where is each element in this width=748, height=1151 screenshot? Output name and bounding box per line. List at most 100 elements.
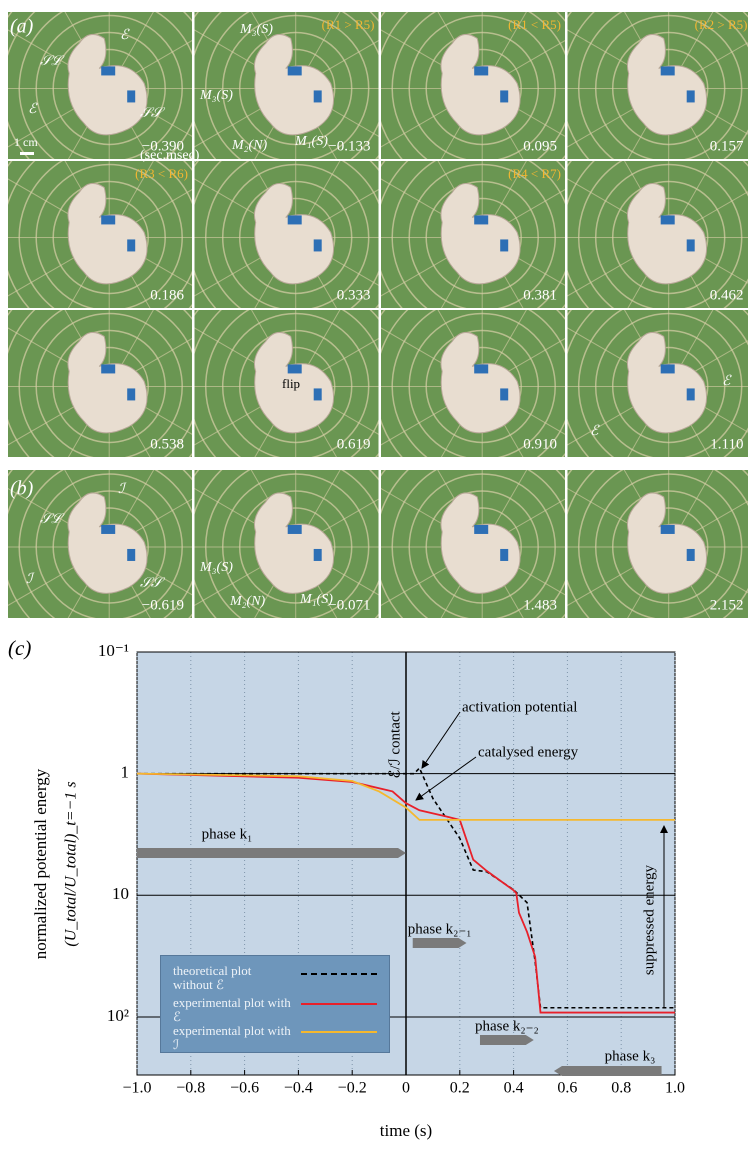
panel-label: (b) <box>10 478 34 500</box>
timestamp: −0.133 <box>328 138 370 154</box>
x-tick-label: −0.2 <box>338 1080 367 1097</box>
magnet <box>500 388 509 401</box>
magnet <box>474 524 489 534</box>
legend: theoretical plot without ℰ experimental … <box>160 955 390 1053</box>
photo: −0.071 <box>194 470 379 618</box>
photo-label: ℰ <box>120 28 130 43</box>
photo: 0.381 (R4 < R7) <box>381 161 565 308</box>
series-line <box>136 772 675 821</box>
magnet <box>474 215 489 225</box>
timestamp: 0.619 <box>337 436 371 452</box>
magnet <box>500 239 509 252</box>
photo: −0.619 <box>8 470 192 618</box>
scale-bar <box>20 152 34 155</box>
spoke <box>108 470 155 548</box>
magnet <box>127 90 136 103</box>
spoke <box>108 338 192 387</box>
magnet <box>313 90 322 103</box>
photo: 2.152 <box>567 470 748 618</box>
photo-panels: −0.390 −0.133 (R1 > R5) 0.095 (R1 < R5) 0.157… <box>8 12 748 618</box>
spoke <box>668 340 748 387</box>
photo-label: flip <box>282 376 300 391</box>
x-tick-label: 1.0 <box>665 1080 685 1097</box>
magnet <box>313 239 322 252</box>
condition-note: (R3 < R6) <box>135 166 188 181</box>
spoke <box>481 310 527 387</box>
legend-swatch <box>301 973 377 975</box>
timestamp: 0.538 <box>150 436 184 452</box>
magnet <box>287 215 302 225</box>
photo-label: (sec.msec) <box>140 148 200 163</box>
phase-arrow <box>553 1066 662 1076</box>
magnet <box>287 364 302 374</box>
y-tick-label: 10 <box>112 884 129 903</box>
spoke <box>481 338 565 387</box>
photo-labels: (a) ℰ 𝒮ℒ ℰ 𝒮𝒮 1 cm (sec.msec) M₃(S) M₃(S… <box>10 16 732 610</box>
magnet <box>127 548 136 561</box>
timestamp: 0.333 <box>337 287 371 303</box>
spoke <box>295 310 341 387</box>
robot <box>253 182 335 285</box>
photo-label: M₂(N) <box>231 138 268 153</box>
spoke <box>668 470 714 548</box>
spoke <box>481 12 527 89</box>
spoke <box>668 12 714 89</box>
y-tick-label: 10⁻¹ <box>98 641 129 660</box>
spoke <box>108 310 154 387</box>
x-tick-label: 0.8 <box>611 1080 631 1097</box>
spoke <box>295 470 341 548</box>
phase-label: phase k₂₋₁ <box>408 921 472 937</box>
series-line <box>136 772 675 1014</box>
magnet <box>686 90 695 103</box>
magnet <box>474 66 489 76</box>
timestamp: 0.095 <box>523 138 557 154</box>
photo: 0.157 (R2 > R5) <box>567 12 748 159</box>
photo-label: ℰ <box>28 102 38 117</box>
condition-note: (R4 < R7) <box>508 166 561 181</box>
timestamp: 0.186 <box>150 287 184 303</box>
x-tick-label: −1.0 <box>122 1080 151 1097</box>
photo-label: M₁(S) <box>294 134 328 149</box>
robot <box>67 331 148 434</box>
robot <box>626 33 708 136</box>
photo: 1.110 <box>567 310 748 457</box>
magnet <box>686 239 695 252</box>
robot <box>67 182 148 285</box>
magnet <box>101 524 116 534</box>
timestamp: 0.462 <box>710 287 744 303</box>
spoke <box>481 189 565 238</box>
photo-label: 𝒮𝒮 <box>140 106 166 121</box>
photo: 0.462 <box>567 161 748 308</box>
phase-label: phase k₁ <box>202 826 253 842</box>
magnet <box>101 66 116 76</box>
magnet <box>127 239 136 252</box>
spoke <box>668 500 748 548</box>
magnet <box>660 364 675 374</box>
annotation: suppressed energy <box>641 864 657 975</box>
photo-label: ℐ <box>26 572 35 587</box>
magnet <box>686 388 695 401</box>
spoke <box>295 338 379 387</box>
robot <box>440 33 521 136</box>
magnet <box>313 548 322 561</box>
spoke <box>108 189 192 238</box>
condition-note: (R1 < R5) <box>508 17 561 32</box>
x-tick-label: −0.6 <box>230 1080 259 1097</box>
magnet <box>500 548 509 561</box>
photo: 0.538 <box>8 310 192 457</box>
robot <box>440 182 521 285</box>
photo-label: 𝒮ℒ <box>40 512 65 527</box>
spoke <box>481 498 565 548</box>
timestamp: 0.381 <box>523 287 557 303</box>
phase-label: phase k₂₋₂ <box>475 1018 539 1034</box>
spoke <box>668 42 748 89</box>
spoke <box>668 161 714 238</box>
photo-label: M₁(S) <box>299 592 333 607</box>
photo-label: M₃(S) <box>199 560 233 575</box>
spoke <box>108 12 154 89</box>
photo: 0.333 <box>194 161 379 308</box>
photo-label: 1 cm <box>14 135 38 149</box>
annotation: catalysed energy <box>478 744 579 760</box>
robot <box>440 492 521 594</box>
